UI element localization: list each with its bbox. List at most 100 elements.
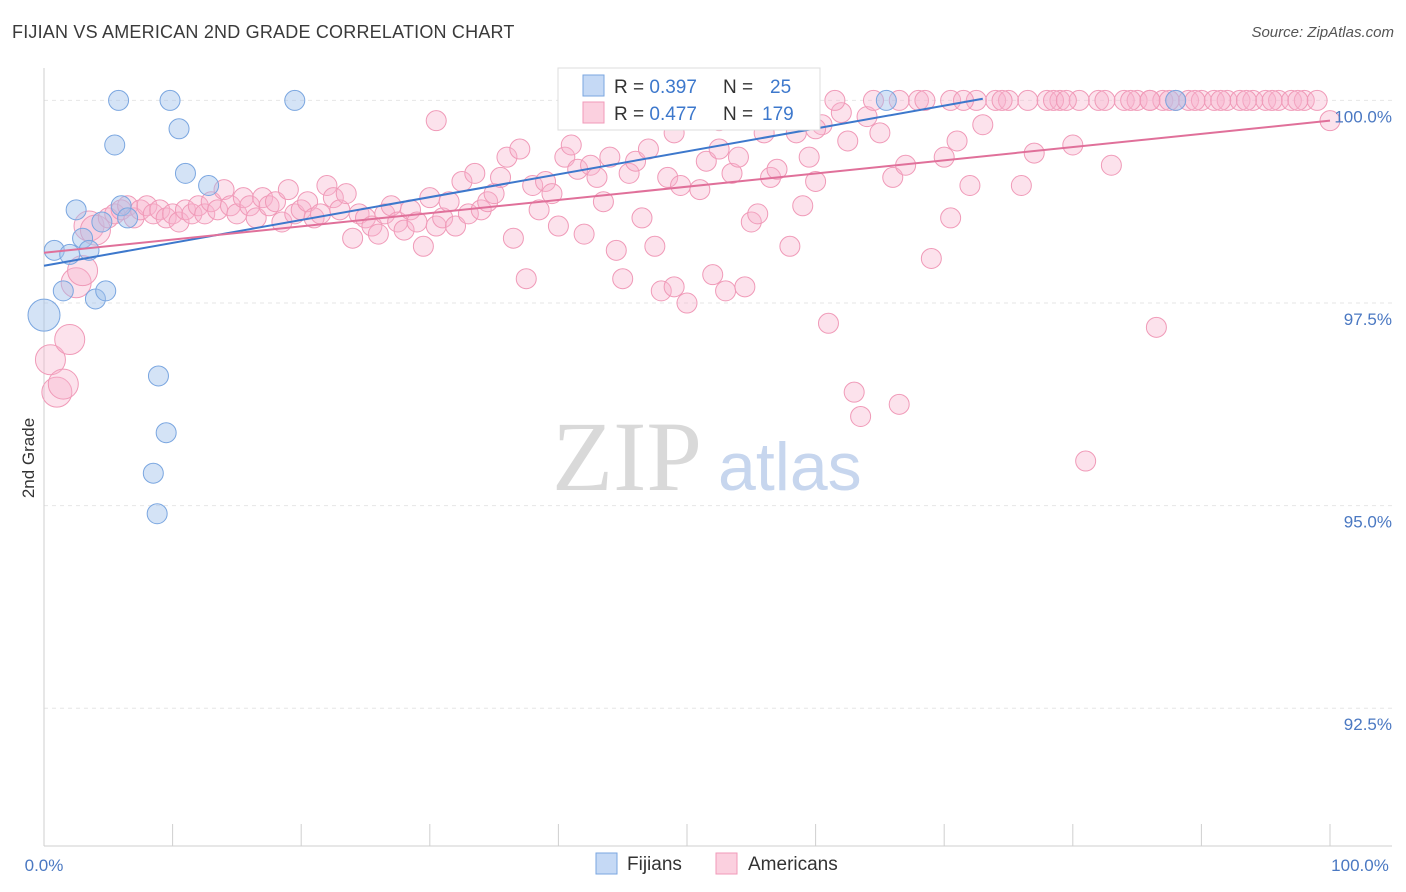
americans-point-62 <box>445 215 467 237</box>
americans-point-178 <box>1139 89 1161 111</box>
fijians-point-6 <box>78 239 100 261</box>
americans-point-100 <box>695 150 717 172</box>
americans-point-172 <box>991 89 1013 111</box>
americans-point-3 <box>54 323 86 355</box>
americans-point-0 <box>34 344 66 376</box>
americans-point-111 <box>766 158 788 180</box>
americans-point-141 <box>1062 134 1084 156</box>
y-tick-label-2: 97.5% <box>1344 310 1392 329</box>
legend-n-value-fijians: 25 <box>770 77 791 98</box>
x-tick-marks <box>43 824 1331 846</box>
americans-point-114 <box>792 195 814 217</box>
americans-point-152 <box>1190 89 1212 111</box>
americans-point-70 <box>496 146 518 168</box>
americans-point-126 <box>888 393 910 415</box>
americans-point-23 <box>194 203 216 225</box>
americans-point-181 <box>1235 89 1257 111</box>
americans-point-148 <box>1145 316 1167 338</box>
americans-point-183 <box>1287 89 1309 111</box>
americans-point-118 <box>817 312 839 334</box>
fijians-point-23 <box>875 89 897 111</box>
americans-point-160 <box>1293 89 1315 111</box>
americans-trend-line <box>43 119 1331 254</box>
grid-lines <box>44 99 1392 709</box>
americans-point-96 <box>663 276 685 298</box>
americans-point-145 <box>1113 89 1135 111</box>
americans-point-115 <box>798 146 820 168</box>
americans-point-129 <box>920 247 942 269</box>
y-axis-title: 2nd Grade <box>19 418 38 498</box>
legend-swatch-americans <box>582 101 605 124</box>
x-tick-label-min: 0.0% <box>25 856 64 875</box>
x-tick-label-max: 100.0% <box>1331 856 1389 875</box>
americans-point-179 <box>1184 89 1206 111</box>
americans-point-30 <box>239 195 261 217</box>
americans-point-174 <box>1043 89 1065 111</box>
americans-point-102 <box>708 138 730 160</box>
americans-point-39 <box>297 191 319 213</box>
americans-point-149 <box>1152 89 1174 111</box>
americans-point-136 <box>998 89 1019 111</box>
americans-point-139 <box>1036 89 1058 111</box>
fijians-point-21 <box>198 175 220 197</box>
americans-point-72 <box>509 138 531 160</box>
y-tick-label-1: 95.0% <box>1344 513 1392 532</box>
americans-point-192 <box>1158 89 1180 111</box>
americans-point-119 <box>830 102 852 124</box>
y-tick-label-0: 92.5% <box>1344 715 1392 734</box>
fijians-point-0 <box>27 298 61 332</box>
americans-point-191 <box>1055 89 1077 111</box>
americans-point-17 <box>155 207 177 229</box>
americans-point-45 <box>335 183 357 205</box>
americans-point-54 <box>393 219 415 241</box>
fijians-point-22 <box>284 89 306 111</box>
fijians-point-9 <box>95 280 117 302</box>
americans-point-135 <box>985 89 1007 111</box>
americans-point-112 <box>779 235 801 257</box>
americans-point-41 <box>309 203 331 225</box>
americans-point-144 <box>1100 154 1122 176</box>
americans-point-73 <box>515 268 537 290</box>
americans-point-8 <box>97 207 119 229</box>
americans-point-134 <box>972 114 994 136</box>
chart-title: FIJIAN VS AMERICAN 2ND GRADE CORRELATION… <box>12 22 515 42</box>
americans-point-156 <box>1242 89 1264 111</box>
americans-point-1 <box>41 376 73 408</box>
americans-point-169 <box>914 89 936 111</box>
bottom-legend-label-fijians: Fijians <box>627 854 682 875</box>
americans-point-143 <box>1088 89 1110 111</box>
fijians-point-4 <box>65 199 87 221</box>
americans-point-132 <box>946 130 968 152</box>
americans-point-11 <box>117 195 139 217</box>
chart-source: Source: ZipAtlas.com <box>1251 24 1394 41</box>
legend-r-value-americans: 0.477 <box>649 104 697 125</box>
americans-point-177 <box>1120 89 1142 111</box>
americans-point-151 <box>1178 89 1200 111</box>
watermark-atlas: atlas <box>718 429 862 505</box>
americans-point-78 <box>547 215 569 237</box>
bottom-legend-swatch-fijians <box>595 852 618 875</box>
americans-point-146 <box>1126 89 1148 111</box>
americans-point-161 <box>1306 89 1328 111</box>
fijians-point-19 <box>168 118 190 140</box>
svg-text:R = 0.397: R = 0.397 <box>614 77 697 98</box>
americans-point-120 <box>837 130 859 152</box>
americans-point-103 <box>715 280 737 302</box>
americans-point-125 <box>882 166 904 188</box>
americans-point-154 <box>1216 89 1238 111</box>
fijians-point-10 <box>104 134 126 156</box>
legend-r-label-fijians: R = <box>614 77 649 98</box>
bottom-legend-label-americans: Americans <box>748 854 838 875</box>
americans-point-34 <box>264 191 286 213</box>
fijians-point-15 <box>146 503 168 525</box>
americans-point-69 <box>490 166 512 188</box>
legend-n-label-fijians: N = <box>723 77 753 98</box>
americans-point-86 <box>599 146 621 168</box>
americans-point-36 <box>277 179 299 201</box>
americans-point-106 <box>734 276 756 298</box>
fijians-point-11 <box>108 89 130 111</box>
fijians-point-14 <box>142 462 164 484</box>
americans-point-68 <box>483 183 505 205</box>
americans-point-130 <box>933 146 955 168</box>
americans-point-97 <box>670 175 692 197</box>
